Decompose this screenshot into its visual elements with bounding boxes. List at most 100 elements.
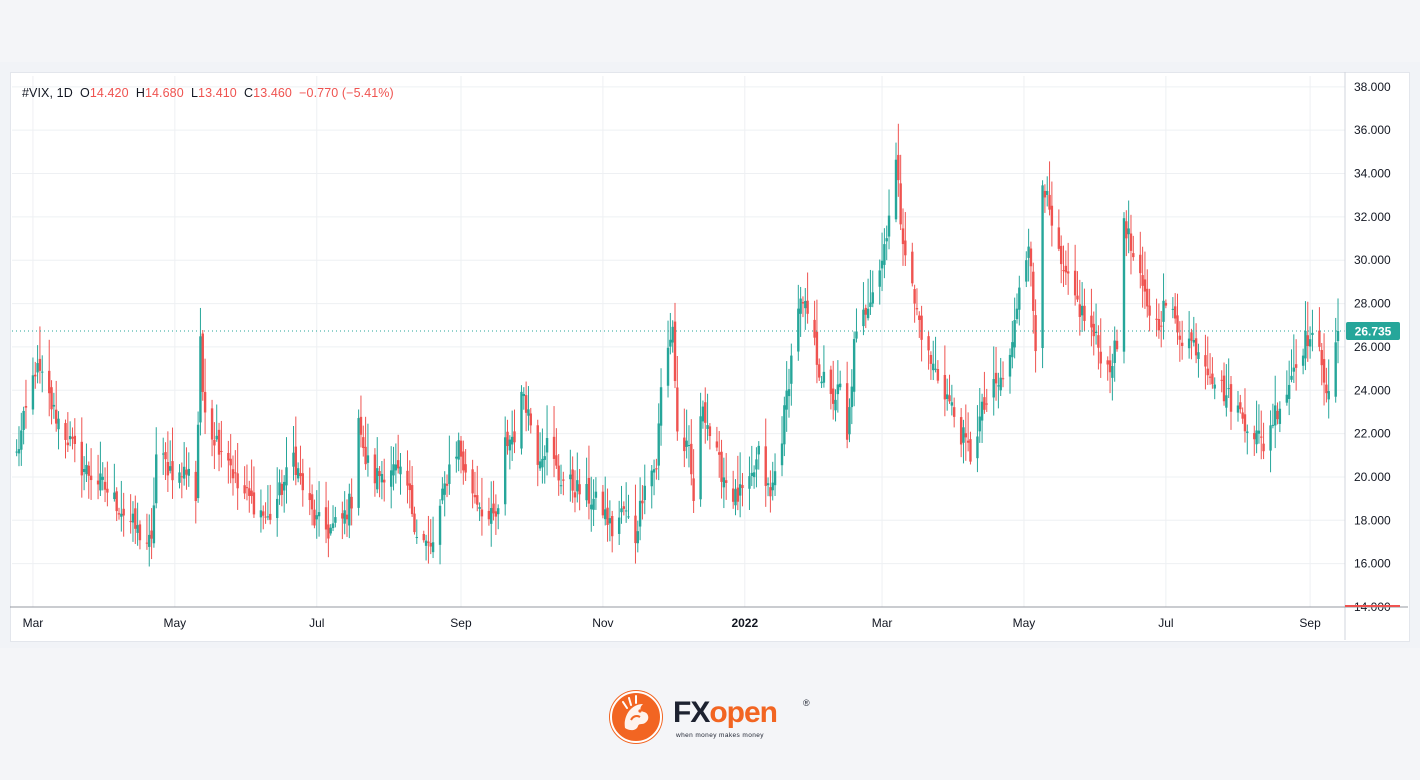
candle: [1048, 161, 1051, 216]
candle-body: [541, 458, 544, 468]
candle-body: [1013, 320, 1016, 348]
candle: [341, 501, 344, 540]
candle: [464, 449, 467, 482]
candle-body: [1127, 228, 1130, 235]
candle-body: [1106, 360, 1109, 365]
candle-body: [641, 500, 644, 504]
candle: [1129, 214, 1133, 275]
candle-body: [324, 507, 328, 530]
candle-body: [50, 387, 53, 410]
candle-layer: [12, 123, 1345, 567]
candle: [182, 442, 186, 486]
candle-body: [278, 482, 281, 496]
candle-body: [231, 469, 235, 479]
candle-body: [357, 418, 360, 508]
candle: [1213, 377, 1216, 400]
candle: [1220, 370, 1223, 393]
candle-body: [773, 471, 777, 486]
candle: [822, 345, 826, 388]
candle: [804, 288, 807, 330]
candle-body: [822, 371, 826, 383]
candle: [1241, 407, 1244, 424]
candle: [82, 456, 86, 491]
candle: [508, 435, 512, 470]
candle: [243, 466, 246, 500]
candle-body: [217, 429, 221, 455]
candle: [383, 458, 386, 502]
candle: [180, 462, 184, 499]
candle: [1285, 370, 1289, 406]
candle: [538, 432, 542, 471]
candle-body: [182, 466, 186, 479]
candle: [657, 403, 660, 481]
candle: [818, 358, 821, 381]
candle-body: [601, 491, 605, 516]
candle-body: [604, 509, 607, 520]
candle-body: [671, 326, 674, 343]
candle: [1076, 271, 1079, 303]
candle: [945, 378, 949, 411]
candle-body: [687, 445, 691, 447]
candle-body: [89, 475, 93, 481]
candle-body: [920, 315, 923, 340]
candle: [773, 453, 777, 496]
candle-body: [606, 507, 609, 525]
candle-body: [720, 451, 723, 482]
candle-body: [590, 504, 593, 510]
candle-body: [292, 452, 295, 467]
candle: [585, 457, 588, 507]
candle-body: [471, 469, 474, 494]
candle: [885, 225, 888, 261]
candle-body: [229, 458, 232, 466]
candle: [1274, 375, 1277, 449]
candle: [148, 514, 151, 567]
candle-body: [752, 472, 756, 478]
candle: [48, 339, 51, 417]
candle: [441, 477, 444, 505]
candle: [408, 460, 412, 509]
candle: [643, 464, 646, 515]
y-tick-label: 32.000: [1354, 210, 1391, 224]
candle: [815, 299, 819, 384]
candle-body: [766, 483, 770, 486]
legend-high-label: H: [135, 86, 145, 100]
candle-body: [1180, 342, 1184, 346]
candle: [701, 400, 705, 429]
candle: [834, 389, 837, 422]
candle-body: [448, 464, 451, 484]
candle: [850, 369, 854, 425]
candle: [1327, 359, 1330, 419]
candle-body: [1322, 359, 1326, 383]
candle-body: [285, 467, 288, 486]
candle-body: [301, 473, 304, 491]
candle-body: [818, 364, 821, 378]
candle-body: [331, 523, 335, 529]
candle: [427, 515, 430, 564]
candle-body: [1285, 394, 1289, 403]
candle: [1015, 293, 1019, 324]
candle: [152, 477, 156, 548]
candle: [836, 360, 840, 413]
candle: [571, 456, 574, 503]
candle-body: [243, 485, 246, 494]
candle: [406, 450, 409, 504]
candle: [1206, 336, 1209, 385]
candle: [310, 484, 314, 526]
candle: [559, 464, 563, 495]
candle: [962, 419, 965, 464]
candle: [520, 385, 523, 455]
candle: [122, 492, 125, 537]
candle-body: [836, 384, 840, 395]
candle: [359, 395, 363, 448]
candle: [213, 422, 216, 470]
candle-body: [524, 395, 528, 413]
candle-body: [1213, 384, 1216, 389]
candle: [490, 481, 493, 547]
candle: [471, 459, 474, 509]
x-tick-label: Mar: [23, 616, 44, 630]
candle-body: [415, 537, 418, 539]
candle: [236, 442, 239, 510]
candle-body: [1292, 367, 1296, 372]
candle: [1194, 323, 1198, 364]
